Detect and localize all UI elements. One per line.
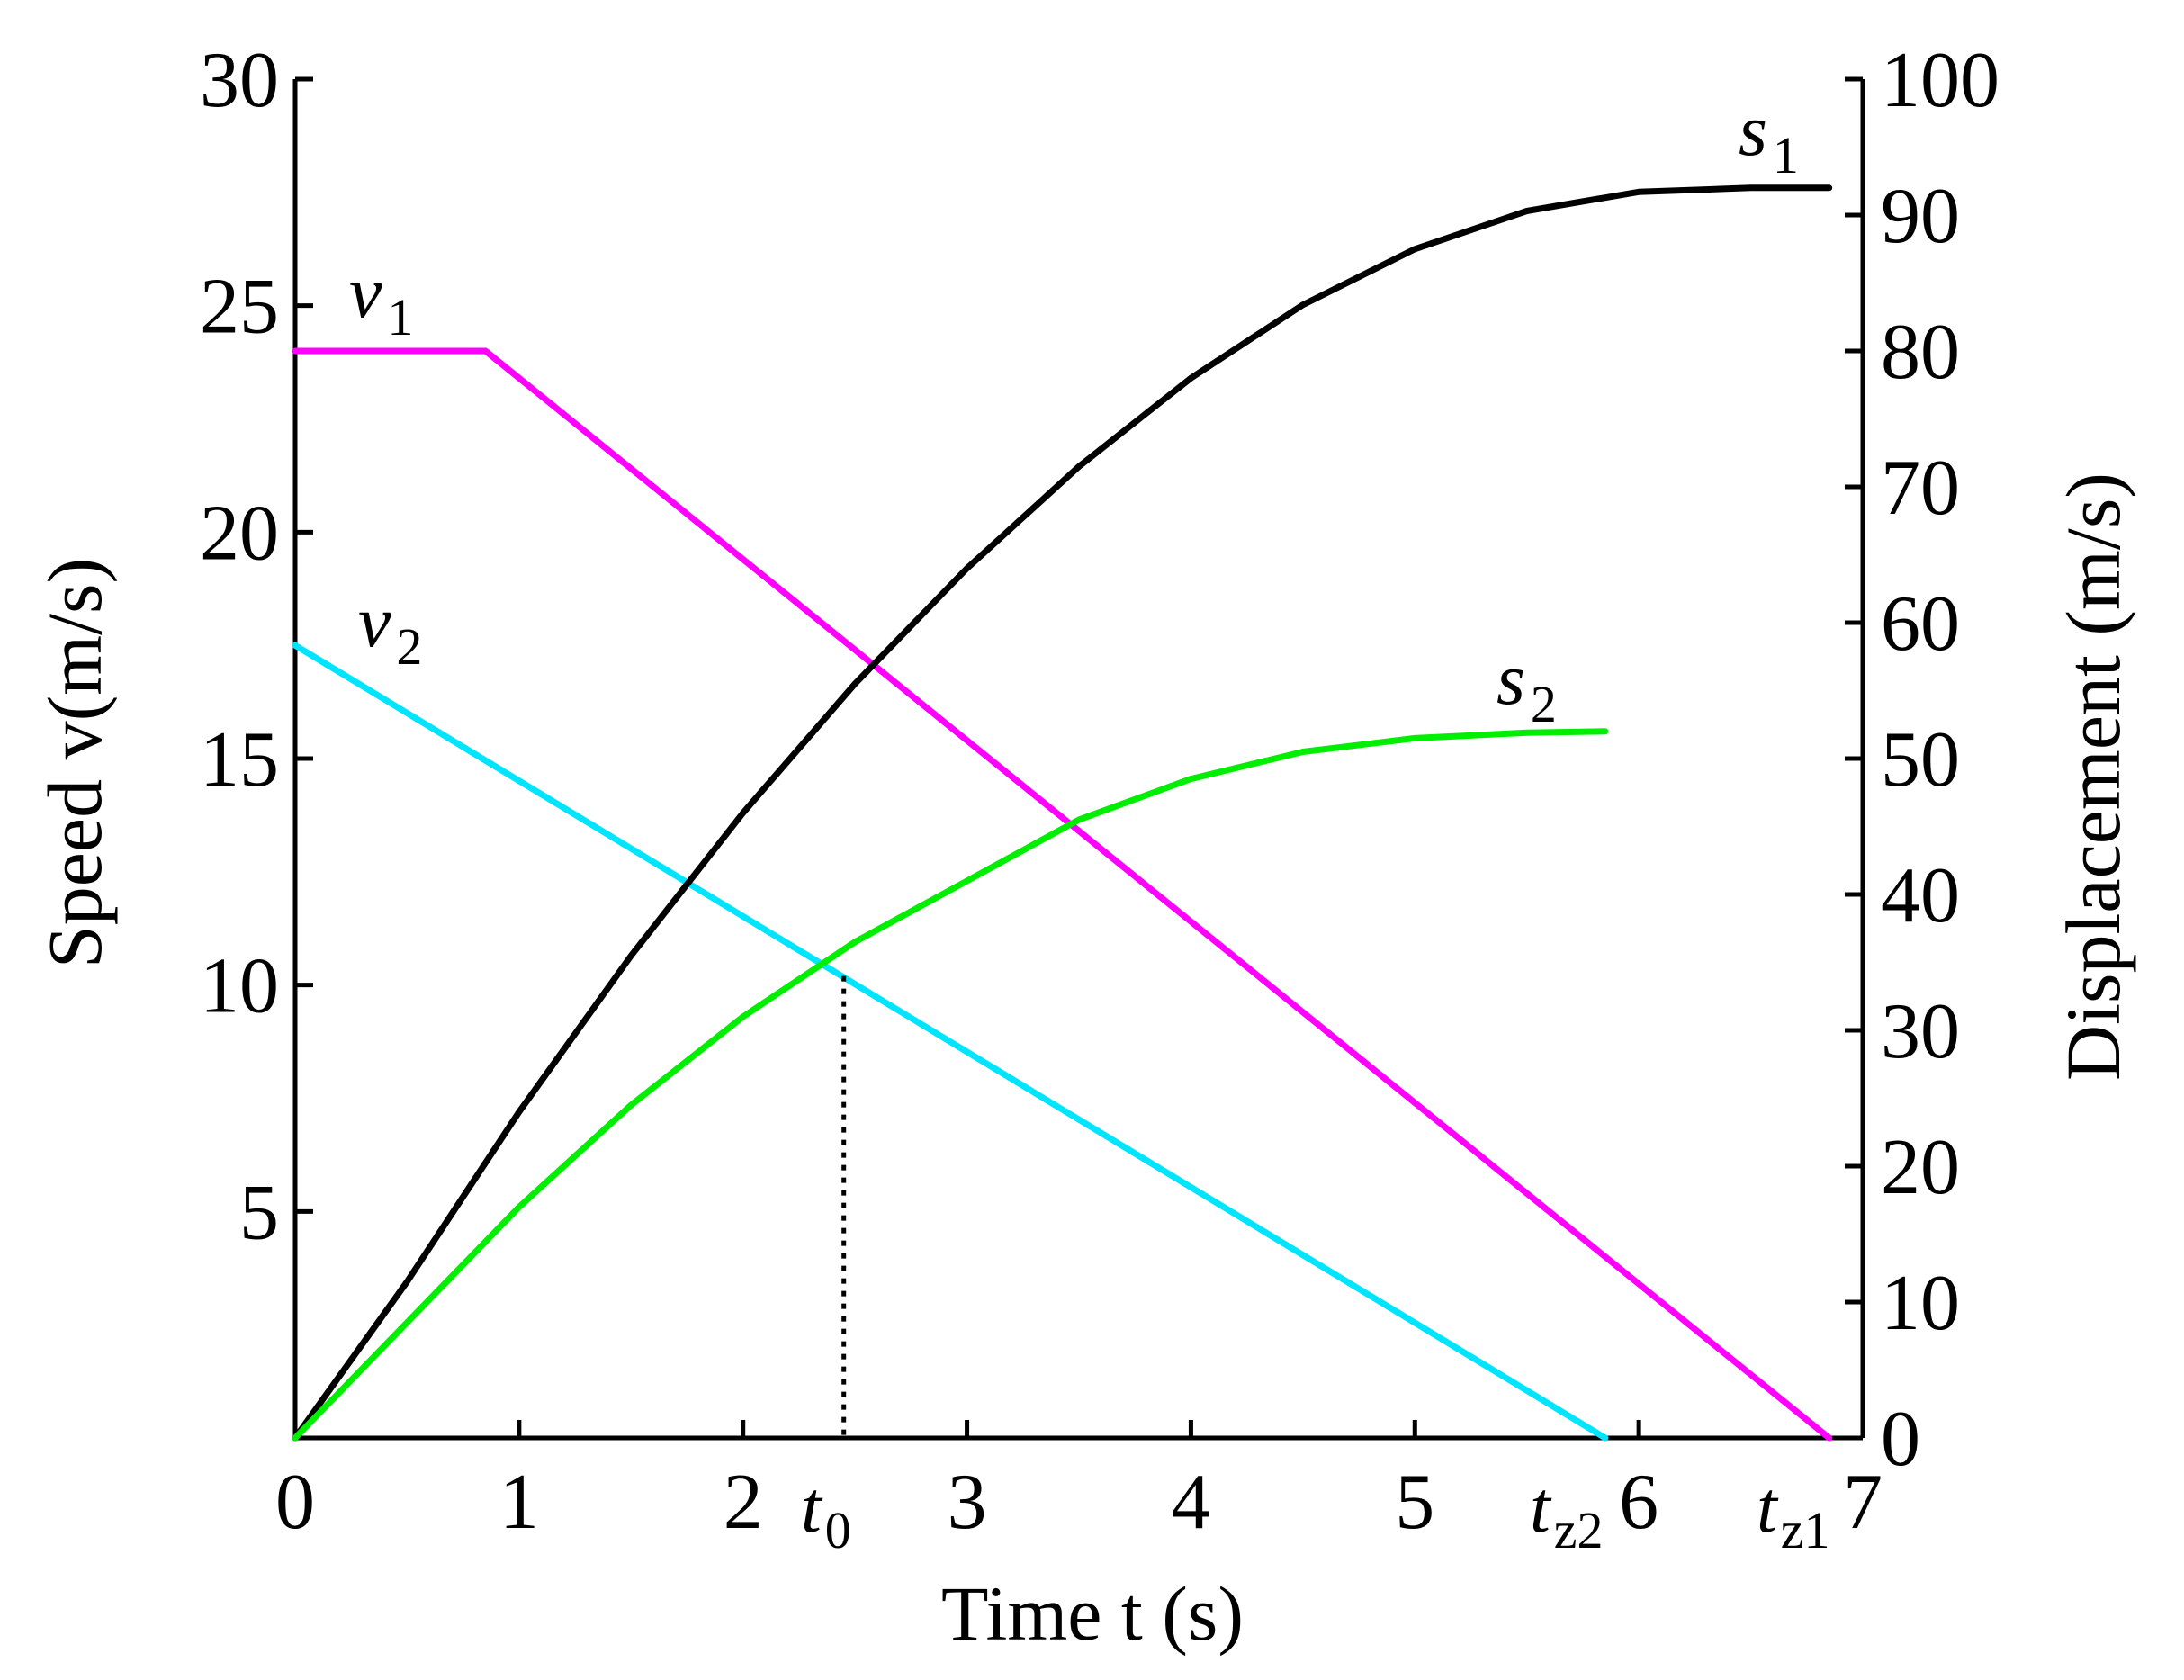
y-tick-label: 20	[200, 490, 279, 577]
y2-tick-label: 50	[1881, 716, 1960, 804]
y2-tick-label: 80	[1881, 309, 1960, 396]
x-tick-label: 1	[499, 1459, 539, 1546]
y2-tick-label: 70	[1881, 445, 1960, 532]
x-tick-label: 5	[1395, 1459, 1434, 1546]
x-tick-label: 7	[1843, 1459, 1883, 1546]
y2-tick-label: 20	[1881, 1124, 1960, 1211]
y2-tick-label: 30	[1881, 988, 1960, 1075]
y-tick-label: 15	[200, 716, 279, 804]
x-tick-label: 3	[948, 1459, 987, 1546]
y2-tick-label: 100	[1881, 37, 2000, 124]
marker-label-t0: t0	[801, 1466, 851, 1559]
x-tick-label: 2	[724, 1459, 763, 1546]
x-axis-title: Time t (s)	[941, 1570, 1244, 1657]
y2-tick-label: 60	[1881, 580, 1960, 668]
axes: 0 1 2 3 4 5 6 7 5 10 15 20 25 30 0 10 20 30 40 50 60 70 80 90 10…	[31, 37, 2136, 1657]
x-tick-label: 0	[275, 1459, 315, 1546]
x-tick-label: 4	[1171, 1459, 1210, 1546]
y-axis-title: Speed v(m/s)	[31, 558, 118, 968]
series-line-s2	[292, 728, 1609, 1442]
y2-axis-title: Displacement (m/s)	[2050, 472, 2136, 1081]
y2-tick-label: 40	[1881, 852, 1960, 939]
series-group	[292, 184, 1833, 1442]
labels: v 1 v 2 s 1 s 2 t0 tz2 tz1	[349, 89, 1830, 1559]
series-line-s1	[292, 184, 1833, 1442]
series-line-v2	[292, 642, 1609, 1442]
y-tick-label: 25	[200, 264, 279, 351]
marker-label-tz1: tz1	[1757, 1466, 1830, 1559]
marker-label-tz2: tz2	[1530, 1466, 1604, 1559]
y-tick-label: 10	[200, 943, 279, 1030]
y-tick-label: 30	[200, 37, 279, 124]
y2-tick-label: 10	[1881, 1260, 1960, 1347]
y-tick-label: 5	[239, 1169, 279, 1256]
x-tick-label: 6	[1619, 1459, 1658, 1546]
y2-tick-label: 0	[1881, 1396, 1920, 1483]
y2-tick-label: 90	[1881, 173, 1960, 260]
series-line-v1	[292, 347, 1833, 1442]
